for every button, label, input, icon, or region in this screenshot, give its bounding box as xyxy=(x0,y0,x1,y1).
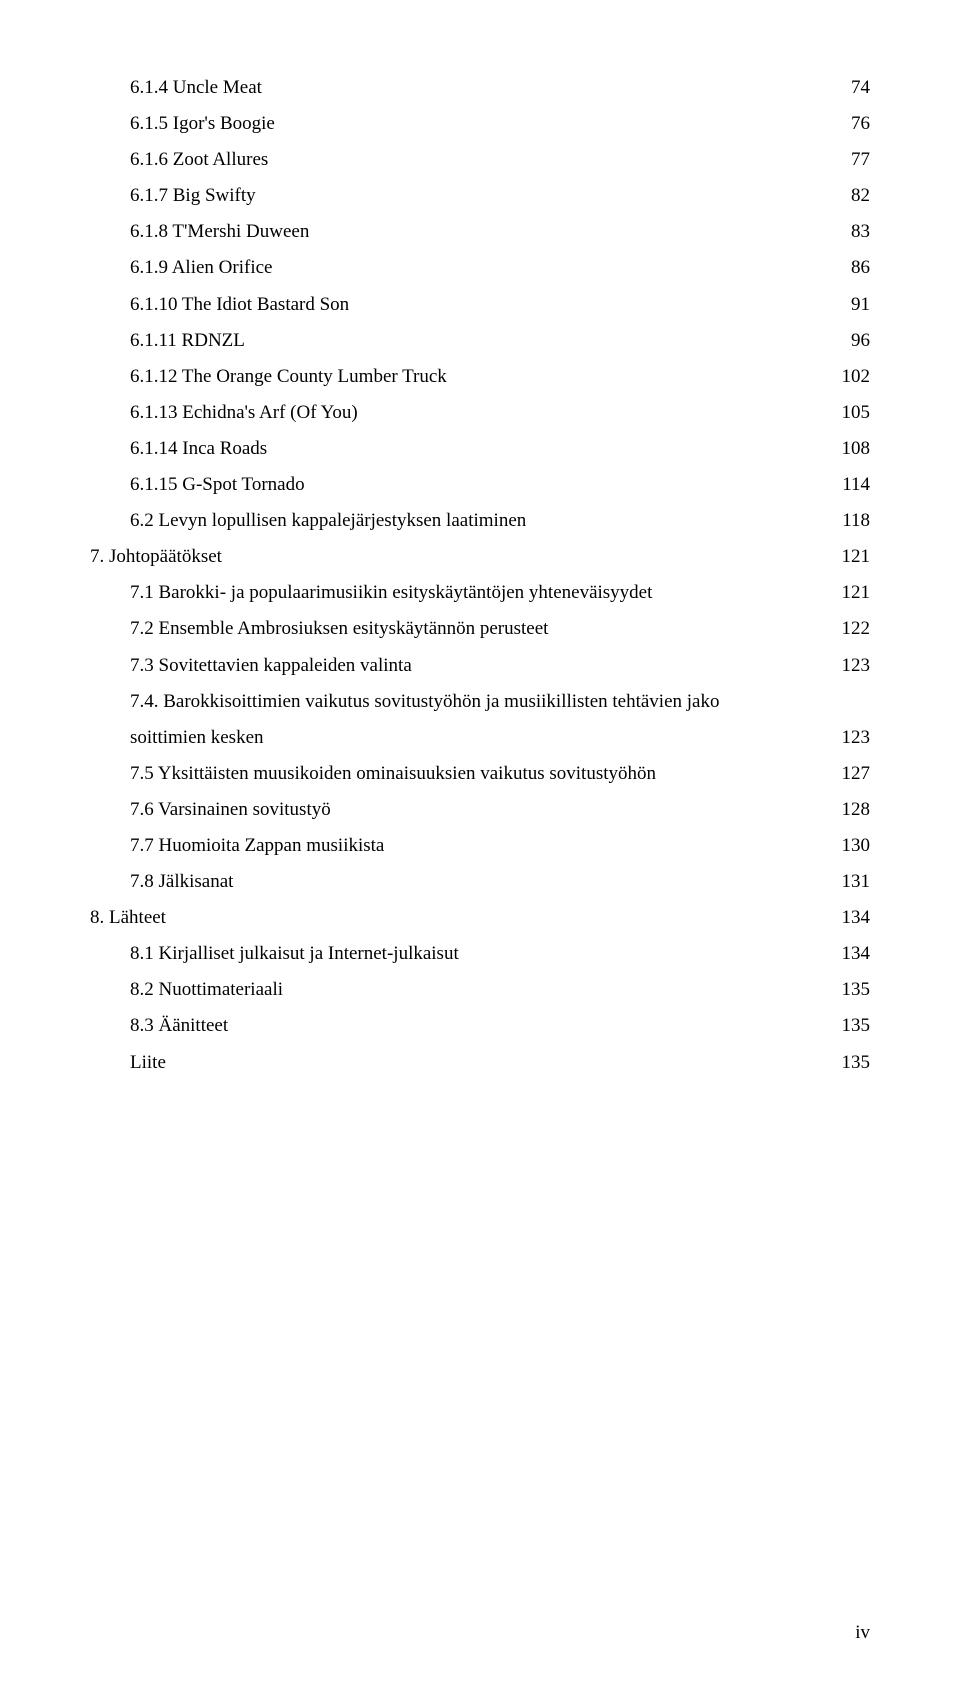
toc-label: 6.2 Levyn lopullisen kappalejärjestyksen… xyxy=(130,503,526,539)
toc-label: 7. Johtopäätökset xyxy=(90,539,222,575)
toc-entry: 6.1.13 Echidna's Arf (Of You) 105 xyxy=(90,395,870,431)
toc-label: 6.1.10 The Idiot Bastard Son xyxy=(130,287,349,323)
toc-label: 6.1.7 Big Swifty xyxy=(130,178,256,214)
toc-page-number: 128 xyxy=(840,792,871,828)
toc-label: 8.3 Äänitteet xyxy=(130,1008,228,1044)
toc-label: 8. Lähteet xyxy=(90,900,166,936)
toc-entry: 7. Johtopäätökset 121 xyxy=(90,539,870,575)
toc-page-number: 135 xyxy=(840,972,871,1008)
toc-page-number: 118 xyxy=(840,503,870,539)
toc-page-number: 108 xyxy=(840,431,871,467)
toc-page-number: 86 xyxy=(849,250,870,286)
toc-entry: 7.1 Barokki- ja populaarimusiikin esitys… xyxy=(90,575,870,611)
toc-label: 7.6 Varsinainen sovitustyö xyxy=(130,792,331,828)
toc-label: 6.1.6 Zoot Allures xyxy=(130,142,268,178)
toc-entry: 6.1.5 Igor's Boogie 76 xyxy=(90,106,870,142)
toc-label: 6.1.5 Igor's Boogie xyxy=(130,106,275,142)
toc-label: soittimien kesken xyxy=(130,720,264,756)
toc-label: 6.1.14 Inca Roads xyxy=(130,431,267,467)
toc-label: 6.1.13 Echidna's Arf (Of You) xyxy=(130,395,358,431)
toc-entry: 8.1 Kirjalliset julkaisut ja Internet-ju… xyxy=(90,936,870,972)
toc-entry: 8. Lähteet 134 xyxy=(90,900,870,936)
toc-entry: 6.1.15 G-Spot Tornado 114 xyxy=(90,467,870,503)
toc-entry: 6.1.6 Zoot Allures 77 xyxy=(90,142,870,178)
toc-page-number: 76 xyxy=(849,106,870,142)
toc-page-number: 77 xyxy=(849,142,870,178)
toc-entry: 6.1.12 The Orange County Lumber Truck 102 xyxy=(90,359,870,395)
toc-page-number: 122 xyxy=(840,611,871,647)
toc-page-number: 127 xyxy=(840,756,871,792)
toc-label: 6.1.11 RDNZL xyxy=(130,323,245,359)
toc-entry: 7.2 Ensemble Ambrosiuksen esityskäytännö… xyxy=(90,611,870,647)
toc-page-number: 135 xyxy=(840,1045,871,1081)
toc-label: 7.7 Huomioita Zappan musiikista xyxy=(130,828,384,864)
toc-entry: 7.7 Huomioita Zappan musiikista 130 xyxy=(90,828,870,864)
toc-label: 7.3 Sovitettavien kappaleiden valinta xyxy=(130,648,412,684)
toc-label: 7.1 Barokki- ja populaarimusiikin esitys… xyxy=(130,575,652,611)
toc-page-number: 130 xyxy=(840,828,871,864)
table-of-contents: 6.1.4 Uncle Meat746.1.5 Igor's Boogie766… xyxy=(90,70,870,1081)
toc-entry: 6.1.7 Big Swifty 82 xyxy=(90,178,870,214)
toc-entry: 7.8 Jälkisanat 131 xyxy=(90,864,870,900)
document-page: 6.1.4 Uncle Meat746.1.5 Igor's Boogie766… xyxy=(0,0,960,1691)
toc-entry: 6.1.9 Alien Orifice 86 xyxy=(90,250,870,286)
toc-page-number: 134 xyxy=(840,936,871,972)
page-number: iv xyxy=(855,1615,870,1651)
toc-page-number: 82 xyxy=(849,178,870,214)
toc-label: 6.1.4 Uncle Meat xyxy=(130,70,262,106)
toc-page-number: 74 xyxy=(849,70,870,106)
toc-entry: 6.1.11 RDNZL 96 xyxy=(90,323,870,359)
toc-entry: 7.5 Yksittäisten muusikoiden ominaisuuks… xyxy=(90,756,870,792)
toc-label: 7.2 Ensemble Ambrosiuksen esityskäytännö… xyxy=(130,611,548,647)
toc-label: 6.1.9 Alien Orifice xyxy=(130,250,272,286)
toc-label: 6.1.12 The Orange County Lumber Truck xyxy=(130,359,447,395)
toc-entry: 8.2 Nuottimateriaali 135 xyxy=(90,972,870,1008)
toc-entry: 8.3 Äänitteet 135 xyxy=(90,1008,870,1044)
toc-entry-line2: soittimien kesken 123 xyxy=(130,720,870,756)
toc-entry: 6.1.4 Uncle Meat 74 xyxy=(90,70,870,106)
toc-page-number: 134 xyxy=(840,900,871,936)
toc-entry: Liite 135 xyxy=(90,1045,870,1081)
toc-page-number: 114 xyxy=(840,467,870,503)
toc-page-number: 123 xyxy=(840,720,871,756)
toc-entry: 7.4. Barokkisoittimien vaikutus sovitust… xyxy=(90,684,870,756)
toc-page-number: 105 xyxy=(840,395,871,431)
toc-label: 8.1 Kirjalliset julkaisut ja Internet-ju… xyxy=(130,936,459,972)
toc-entry: 6.1.8 T'Mershi Duween 83 xyxy=(90,214,870,250)
toc-label: 7.8 Jälkisanat xyxy=(130,864,233,900)
toc-page-number: 121 xyxy=(840,539,871,575)
toc-page-number: 91 xyxy=(849,287,870,323)
toc-entry: 6.1.10 The Idiot Bastard Son 91 xyxy=(90,287,870,323)
toc-page-number: 83 xyxy=(849,214,870,250)
toc-entry: 7.3 Sovitettavien kappaleiden valinta 123 xyxy=(90,648,870,684)
toc-page-number: 96 xyxy=(849,323,870,359)
toc-entry: 7.6 Varsinainen sovitustyö 128 xyxy=(90,792,870,828)
toc-label: 8.2 Nuottimateriaali xyxy=(130,972,283,1008)
toc-page-number: 135 xyxy=(840,1008,871,1044)
toc-page-number: 121 xyxy=(840,575,871,611)
toc-label: 6.1.15 G-Spot Tornado xyxy=(130,467,305,503)
toc-entry: 6.1.14 Inca Roads 108 xyxy=(90,431,870,467)
toc-label: 6.1.8 T'Mershi Duween xyxy=(130,214,309,250)
toc-page-number: 131 xyxy=(840,864,871,900)
toc-label: Liite xyxy=(130,1045,166,1081)
toc-page-number: 102 xyxy=(840,359,871,395)
toc-label: 7.5 Yksittäisten muusikoiden ominaisuuks… xyxy=(130,756,656,792)
toc-label: 7.4. Barokkisoittimien vaikutus sovitust… xyxy=(130,684,870,720)
toc-page-number: 123 xyxy=(840,648,871,684)
toc-entry: 6.2 Levyn lopullisen kappalejärjestyksen… xyxy=(90,503,870,539)
